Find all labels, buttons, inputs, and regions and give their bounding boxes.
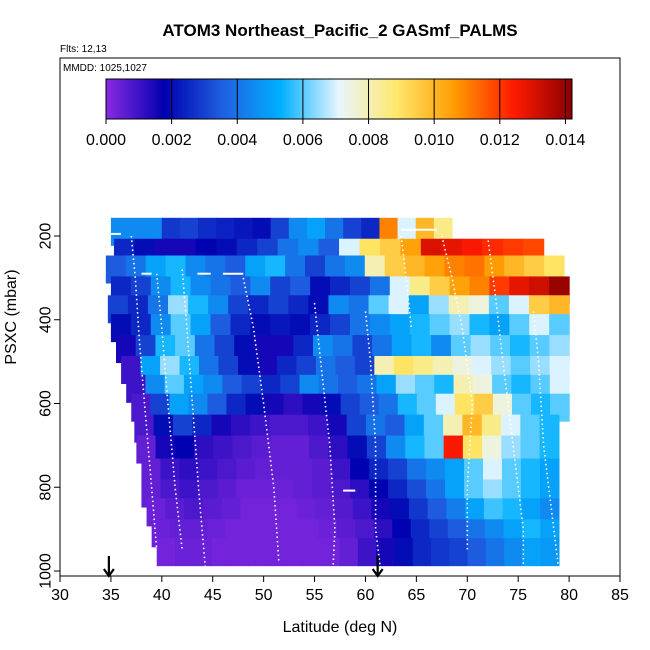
y-tick-label: 400	[38, 306, 55, 333]
x-axis-label: Latitude (deg N)	[283, 619, 398, 636]
heatmap-cell	[347, 435, 368, 464]
heatmap-cell	[449, 538, 469, 567]
y-tick-label: 200	[38, 223, 55, 250]
y-tick-label: 1000	[38, 553, 55, 589]
heatmap-cell	[302, 538, 322, 567]
y-axis-label: PSXC (mbar)	[3, 269, 20, 364]
heatmap-cell	[394, 538, 414, 567]
x-tick-label: 75	[509, 587, 527, 604]
heatmap-cell	[540, 538, 560, 567]
flight-track	[242, 277, 280, 563]
y-tick-label: 800	[38, 474, 55, 501]
x-tick-label: 60	[357, 587, 375, 604]
heatmap-cell	[339, 538, 359, 567]
heatmap-cell	[213, 435, 233, 464]
heatmap-cell	[193, 435, 214, 464]
x-tick-label: 35	[102, 587, 120, 604]
x-tick-label: 85	[611, 587, 629, 604]
heatmap-cells	[105, 217, 570, 567]
flight-track	[486, 235, 525, 571]
colorbar-tick-label: 0.006	[283, 132, 323, 149]
heatmap-cell	[309, 435, 330, 464]
heatmap-cell	[266, 538, 286, 567]
colorbar-tick-label: 0.000	[86, 132, 126, 149]
heatmap-cell	[174, 435, 195, 464]
heatmap-cell	[155, 435, 176, 464]
heatmap-cell	[270, 435, 291, 464]
flights-label: Flts: 12,13	[60, 44, 107, 55]
heatmap-cell	[251, 435, 272, 464]
heatmap-cell	[328, 435, 349, 464]
down-arrow-head	[102, 568, 115, 578]
colorbar-tick-label: 0.008	[349, 132, 389, 149]
flight-track	[400, 235, 413, 329]
heatmap-cell	[321, 538, 341, 567]
heatmap-cell	[467, 538, 487, 567]
colorbar-tick-label: 0.004	[217, 132, 257, 149]
heatmap-cell	[232, 435, 253, 464]
x-tick-label: 65	[407, 587, 425, 604]
heatmap-cell	[462, 435, 483, 464]
y-tick-label: 600	[38, 390, 55, 417]
heatmap-cell	[376, 538, 395, 567]
heatmap-cell	[522, 538, 542, 567]
colorbar-tick-label: 0.012	[480, 132, 520, 149]
heatmap-cell	[357, 538, 377, 567]
heatmap-cell	[175, 538, 194, 567]
x-tick-label: 55	[306, 587, 324, 604]
x-tick-label: 70	[458, 587, 476, 604]
colorbar-tick-label: 0.014	[545, 132, 585, 149]
heatmap-cell	[424, 435, 445, 464]
heatmap-cell	[501, 435, 522, 464]
x-tick-label: 45	[204, 587, 222, 604]
colorbar-tick-label: 0.002	[152, 132, 192, 149]
x-tick-label: 40	[153, 587, 171, 604]
colorbar: 0.000 0.002 0.004 0.006 0.008 0.010 0.012 0.014	[86, 78, 586, 149]
x-tick-label: 30	[51, 587, 69, 604]
down-arrow-head	[371, 568, 384, 578]
heatmap-cell	[405, 435, 426, 464]
colorbar-gradient	[105, 78, 573, 120]
heatmap-cell	[412, 538, 432, 567]
flight-track	[155, 273, 183, 551]
x-axis: 30 35 40 45 50 55 60 65 70 75 80 85	[51, 575, 629, 604]
heatmap-cell	[485, 538, 505, 567]
chart-title: ATOM3 Northeast_Pacific_2 GASmf_PALMS	[162, 21, 517, 40]
heatmap-cell	[504, 538, 523, 567]
x-tick-label: 80	[560, 587, 578, 604]
dates-label: MMDD: 1025,1027	[63, 63, 147, 74]
heatmap-cell	[193, 538, 213, 567]
heatmap-cell	[229, 538, 249, 567]
position-arrows	[102, 556, 384, 578]
heatmap-cell	[366, 435, 387, 464]
heatmap-cell	[386, 435, 406, 464]
heatmap-cell	[284, 538, 304, 567]
heatmap-cell	[539, 435, 560, 464]
colorbar-tick-label: 0.010	[414, 132, 454, 149]
x-tick-label: 50	[255, 587, 273, 604]
heatmap-cell	[156, 538, 176, 567]
heatmap-cell	[430, 538, 450, 567]
heatmap-cell	[482, 435, 502, 464]
y-axis: 200 400 600 800 1000	[38, 58, 61, 589]
colorbar-ticks: 0.000 0.002 0.004 0.006 0.008 0.010 0.012 0.014	[86, 79, 586, 149]
heatmap-cell	[248, 538, 268, 567]
flight-track-lines	[110, 228, 560, 572]
heatmap-cell	[211, 538, 231, 567]
heatmap-cell	[290, 435, 310, 464]
heatmap-cell	[136, 435, 157, 464]
heatmap-cell	[443, 435, 464, 464]
heatmap-cell	[520, 435, 541, 464]
